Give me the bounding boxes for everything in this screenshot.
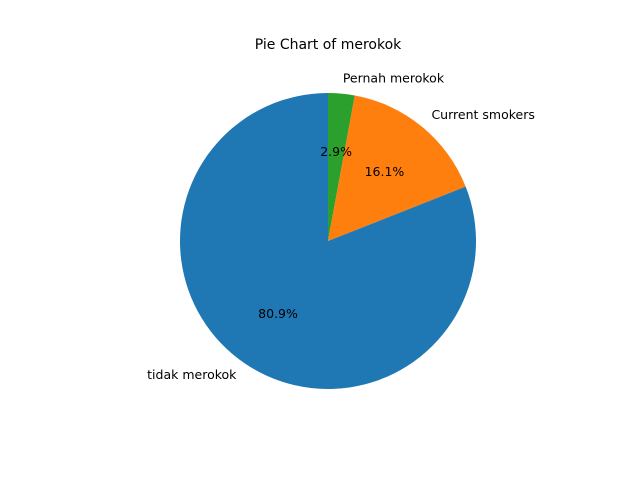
pie-labels: Pernah merokok 2.9% Current smokers 16.1% ti… [147, 70, 535, 382]
slice-label-tidak-merokok: tidak merokok [147, 367, 237, 382]
slice-percent-current-smokers: 16.1% [365, 164, 405, 179]
slice-percent-pernah-merokok: 2.9% [320, 144, 352, 159]
slice-label-current-smokers: Current smokers [431, 107, 534, 122]
pie-slice-tidak-merokok [180, 93, 477, 389]
slice-percent-tidak-merokok: 80.9% [258, 306, 298, 321]
slice-label-pernah-merokok: Pernah merokok [343, 70, 445, 85]
pie-slice-pernah-merokok [328, 93, 355, 241]
chart-title: Pie Chart of merokok [255, 37, 402, 53]
pie-slice-current-smokers [328, 95, 466, 241]
pie-slices [180, 93, 477, 389]
